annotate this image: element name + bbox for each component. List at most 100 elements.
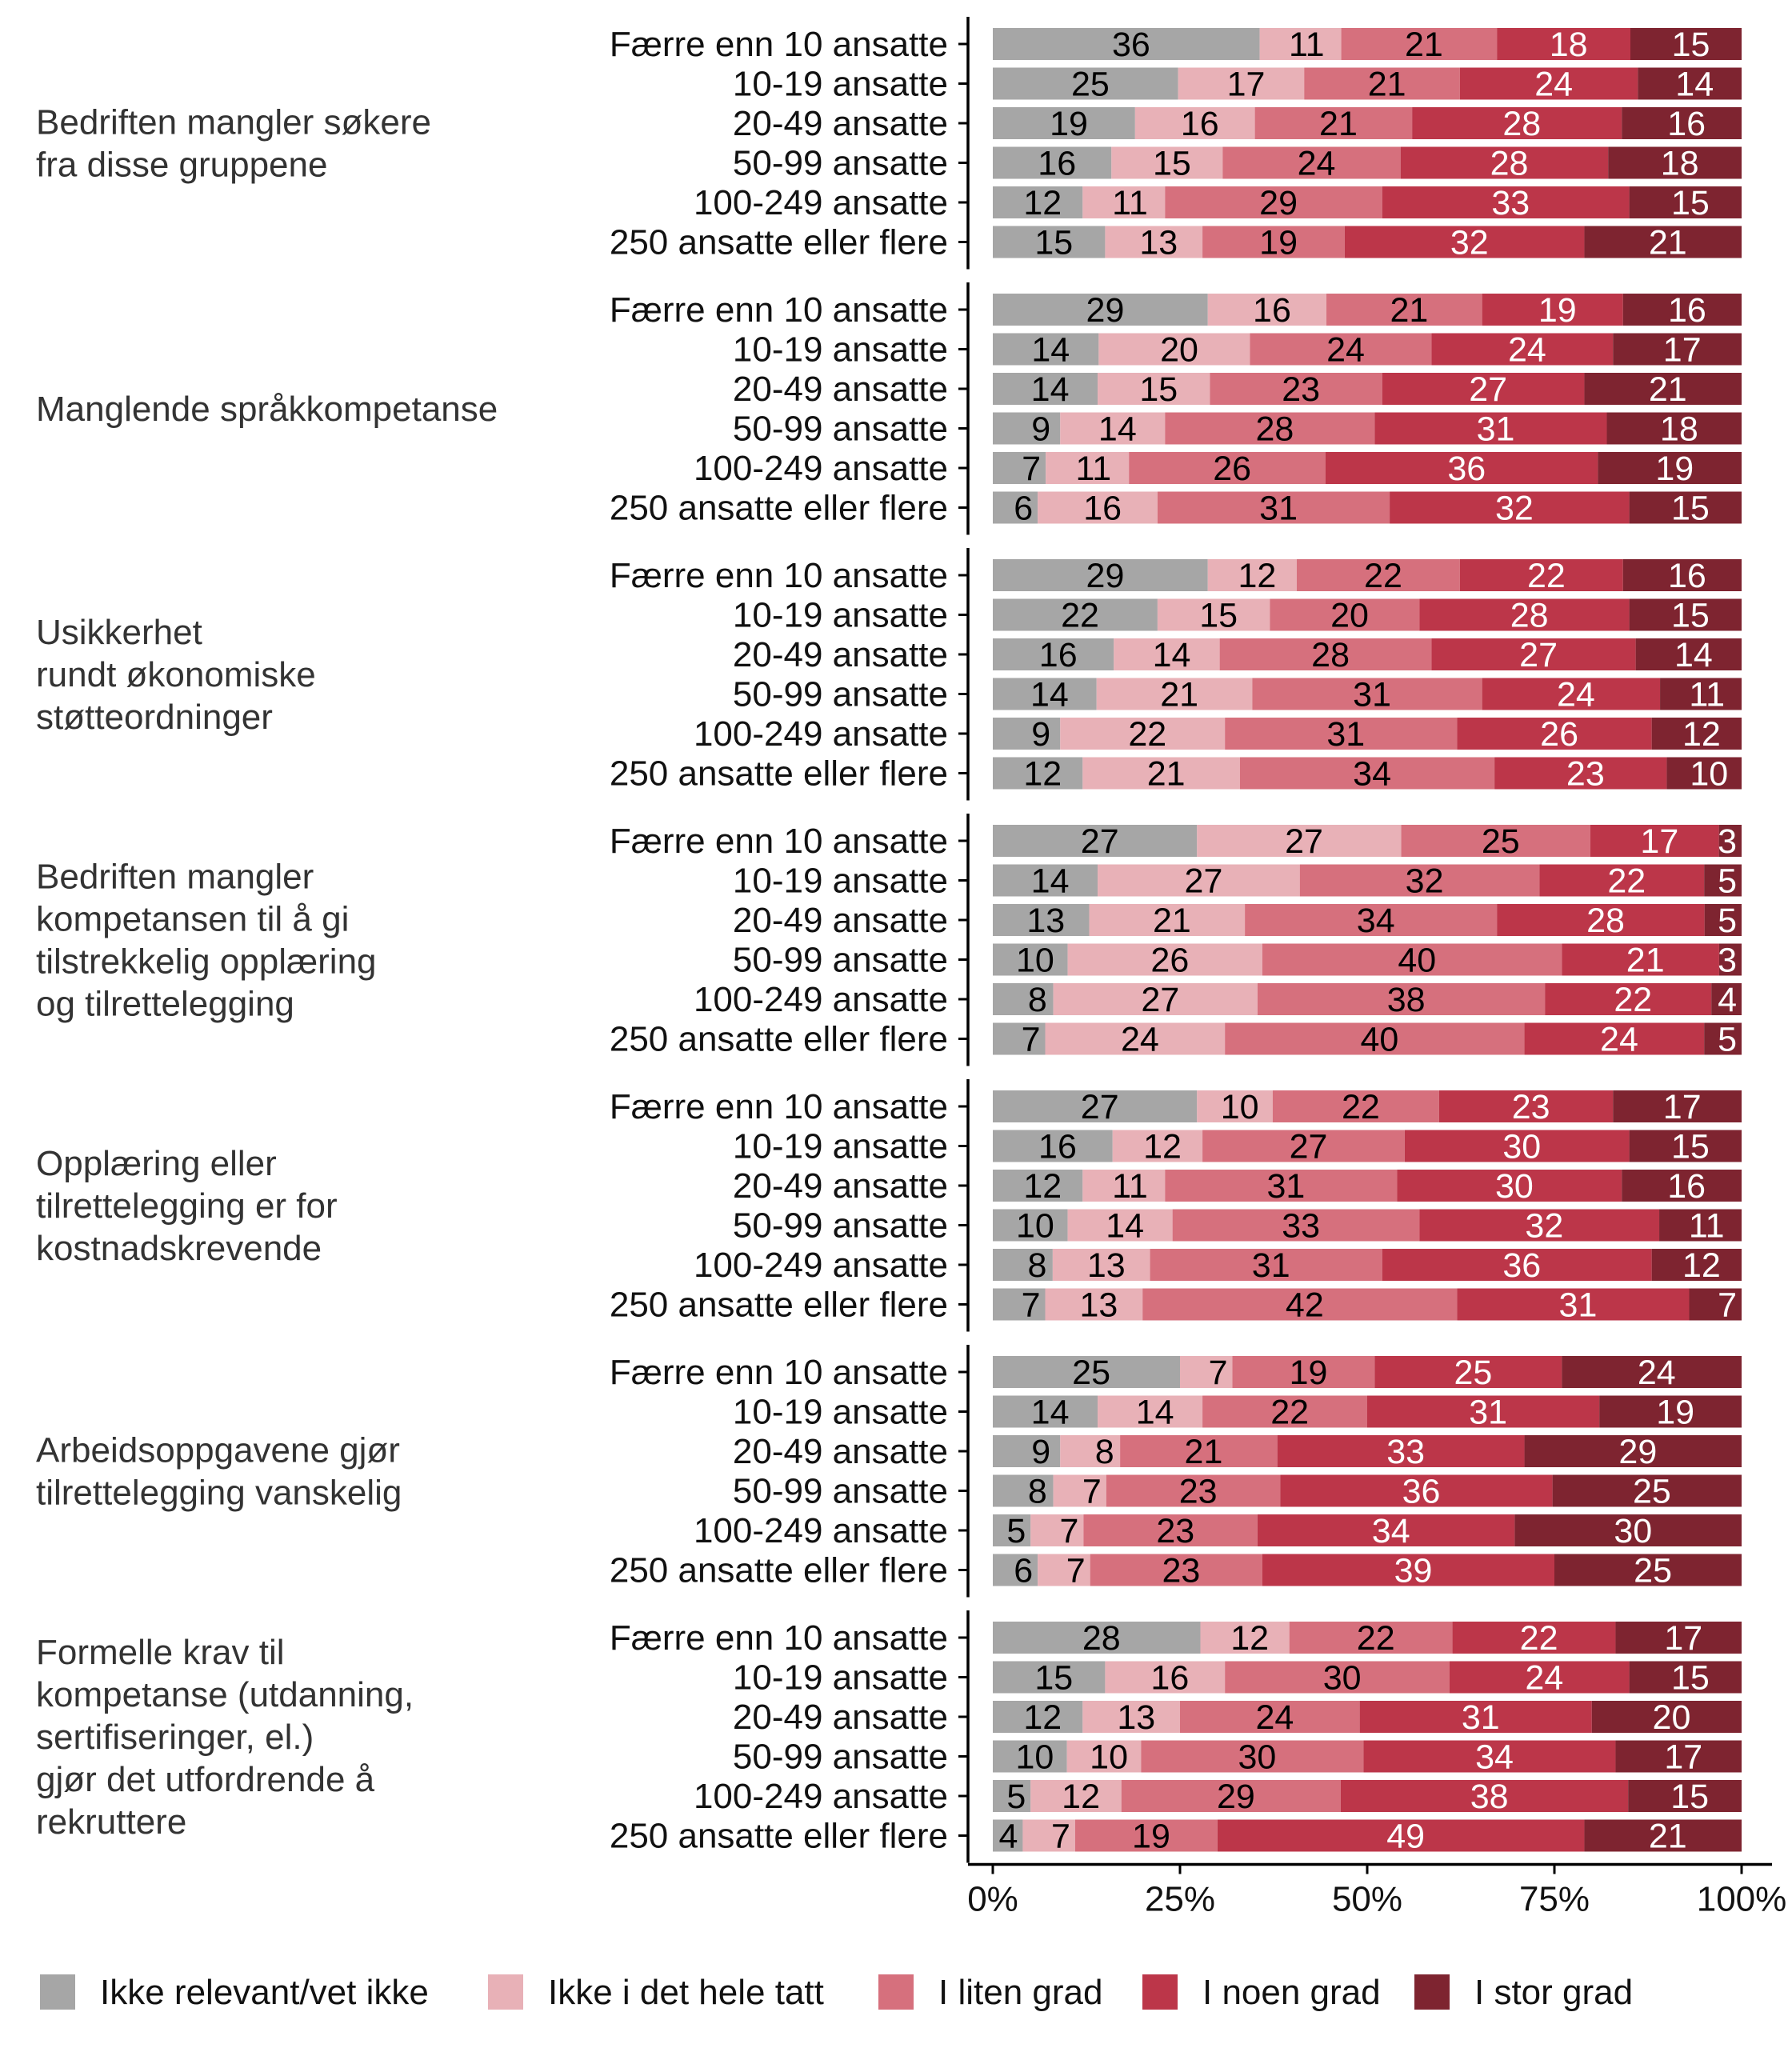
data-label: 36 (1447, 450, 1486, 488)
data-label: 21 (1147, 755, 1186, 794)
data-label: 29 (1086, 291, 1125, 330)
facet-group: Opplæring eller tilrettelegging er for kos… (36, 1079, 1742, 1332)
bar-segment (1459, 67, 1638, 100)
facet-label-line: Bedriften mangler søkere (36, 102, 431, 142)
bar-segment (1524, 1022, 1705, 1055)
bar-segment (993, 333, 1099, 366)
facet-label-line: tilrettelegging er for (36, 1186, 338, 1226)
category-label: 250 ansatte eller flere (610, 754, 948, 794)
data-label: 21 (1405, 26, 1443, 64)
data-label: 14 (1136, 1394, 1174, 1432)
category-label: 10-19 ansatte (733, 1658, 948, 1698)
bar-segment (993, 943, 1068, 976)
bar-segment (1129, 452, 1326, 484)
bar-row: 20-49 ansatte 9 8 21 33 29 (733, 1432, 1742, 1471)
bar-row: 50-99 ansatte 16 15 24 28 18 (733, 144, 1742, 183)
bar-segment (1060, 412, 1166, 445)
data-label: 9 (1031, 715, 1050, 754)
data-label: 33 (1386, 1433, 1425, 1471)
data-label: 32 (1406, 862, 1444, 901)
category-label: 100-249 ansatte (694, 1777, 948, 1816)
bar-segment (1252, 678, 1482, 710)
bar-segment (1045, 1288, 1143, 1321)
bar-segment (1207, 559, 1297, 591)
bar-segment (1098, 864, 1300, 897)
category-label: 100-249 ansatte (694, 714, 948, 754)
bar-segment (993, 107, 1135, 139)
data-label: 29 (1086, 557, 1125, 595)
data-label: 21 (1649, 1818, 1687, 1856)
x-tick-label: 50% (1332, 1880, 1402, 1919)
bar-segment (993, 226, 1106, 258)
bar-row: Færre enn 10 ansatte 27 10 22 23 17 (610, 1087, 1742, 1126)
facet-label-line: kompetansen til å gi (36, 899, 349, 938)
category-label: 10-19 ansatte (733, 596, 948, 635)
bar-segment (1459, 559, 1623, 591)
bar-segment (993, 1022, 1046, 1055)
data-label: 32 (1450, 224, 1489, 262)
data-label: 21 (1319, 105, 1358, 143)
data-label: 24 (1534, 66, 1573, 104)
bar-segment (1304, 67, 1460, 100)
data-label: 34 (1475, 1738, 1514, 1777)
bar-segment (993, 28, 1260, 60)
bar-segment (1340, 1780, 1629, 1812)
category-label: 20-49 ansatte (733, 901, 948, 940)
bar-segment (1606, 412, 1742, 445)
bar-segment (993, 452, 1046, 484)
facet-label-line: tilrettelegging vanskelig (36, 1473, 402, 1512)
bar-segment (993, 294, 1208, 326)
bar-segment (993, 1554, 1038, 1586)
data-label: 14 (1031, 1394, 1070, 1432)
bar-segment (1431, 333, 1614, 366)
category-label: 10-19 ansatte (733, 1127, 948, 1166)
category-label: Færre enn 10 ansatte (610, 822, 948, 861)
bar-segment (1038, 491, 1158, 524)
facet-label: Manglende språkkompetanse (36, 390, 498, 429)
data-label: 28 (1502, 105, 1541, 143)
data-label: 19 (1050, 105, 1088, 143)
legend-item: Ikke i det hele tatt (488, 1973, 824, 2012)
bar-segment (1270, 598, 1420, 631)
bar-segment (1022, 1819, 1075, 1852)
data-label: 8 (1028, 981, 1047, 1019)
bar-segment (1053, 1474, 1106, 1507)
bar-segment (1630, 28, 1742, 60)
data-label: 6 (1014, 490, 1033, 528)
data-label: 7 (1718, 1286, 1737, 1325)
bar-row: Færre enn 10 ansatte 36 11 21 18 15 (610, 25, 1742, 64)
category-label: 20-49 ansatte (733, 1432, 948, 1471)
bar-segment (1382, 373, 1585, 405)
facet-label-line: Opplæring eller (36, 1144, 277, 1183)
bar-segment (1098, 333, 1250, 366)
data-label: 49 (1386, 1818, 1425, 1856)
data-label: 25 (1454, 1354, 1493, 1392)
bar-row: Færre enn 10 ansatte 27 27 25 17 3 (610, 822, 1742, 861)
bar-segment (1367, 1395, 1600, 1428)
data-label: 31 (1469, 1394, 1507, 1432)
bar-row: 10-19 ansatte 25 17 21 24 14 (733, 65, 1742, 104)
data-label: 36 (1402, 1473, 1441, 1511)
data-label: 25 (1482, 822, 1520, 861)
facet-label-line: Usikkerhet (36, 613, 202, 652)
category-label: 20-49 ansatte (733, 370, 948, 409)
bar-segment (1635, 638, 1742, 670)
data-label: 36 (1112, 26, 1150, 64)
data-label: 5 (1718, 902, 1737, 940)
bar-segment (1083, 1514, 1258, 1546)
bar-segment (1599, 1395, 1742, 1428)
data-label: 15 (1153, 145, 1191, 183)
bar-segment (993, 1090, 1198, 1122)
bar-segment (1030, 1514, 1084, 1546)
data-label: 18 (1661, 145, 1699, 183)
data-label: 40 (1398, 942, 1436, 980)
bar-segment (1165, 186, 1382, 218)
bar-segment (1098, 1395, 1203, 1428)
bar-segment (993, 1249, 1053, 1281)
bar-segment (1562, 1356, 1742, 1388)
data-label: 15 (1671, 597, 1710, 635)
data-label: 26 (1213, 450, 1251, 488)
bar-segment (1172, 1209, 1420, 1242)
bar-row: 250 ansatte eller flere 7 24 40 24 5 (610, 1020, 1742, 1059)
